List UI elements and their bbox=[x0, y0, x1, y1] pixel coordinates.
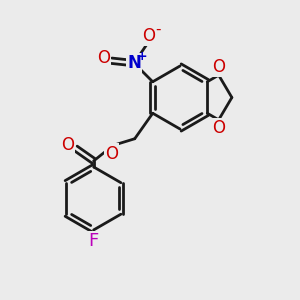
Text: +: + bbox=[136, 50, 147, 63]
Text: O: O bbox=[212, 119, 225, 137]
Text: O: O bbox=[212, 58, 225, 76]
Text: -: - bbox=[155, 21, 161, 36]
Text: F: F bbox=[88, 232, 99, 250]
Text: N: N bbox=[127, 54, 141, 72]
Text: O: O bbox=[97, 49, 110, 68]
Text: O: O bbox=[142, 27, 155, 45]
Text: O: O bbox=[61, 136, 74, 154]
Text: O: O bbox=[105, 145, 118, 163]
